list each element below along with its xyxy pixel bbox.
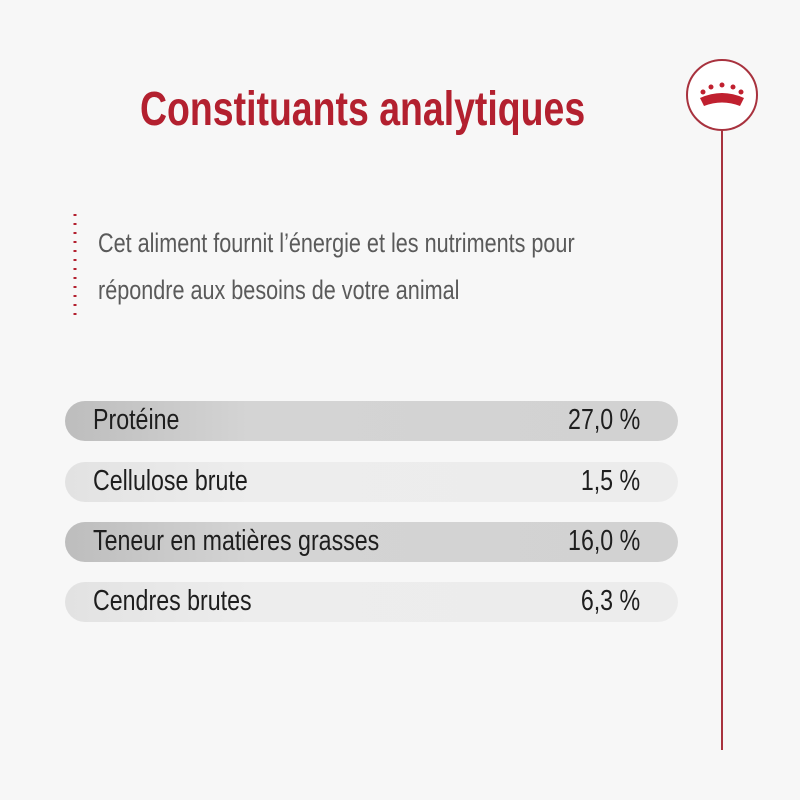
title: Constituants analytiques (140, 83, 586, 136)
row-value: 27,0 % (567, 404, 640, 436)
crown-icon (700, 82, 744, 106)
table-row: Cendres brutes 6,3 % (65, 582, 678, 622)
row-label: Cendres brutes (93, 585, 252, 617)
description-line: répondre aux besoins de votre animal (98, 275, 460, 305)
table-row: Teneur en matières grasses 16,0 % (65, 522, 678, 562)
row-value: 16,0 % (567, 525, 640, 557)
row-value: 6,3 % (580, 585, 640, 617)
table-row: Protéine 27,0 % (65, 401, 678, 441)
description-line: Cet aliment fournit l’énergie et les nut… (98, 228, 575, 258)
row-label: Protéine (93, 404, 180, 436)
row-value: 1,5 % (580, 465, 640, 497)
table-row: Cellulose brute 1,5 % (65, 462, 678, 502)
row-label: Cellulose brute (93, 465, 248, 497)
row-label: Teneur en matières grasses (93, 525, 380, 557)
